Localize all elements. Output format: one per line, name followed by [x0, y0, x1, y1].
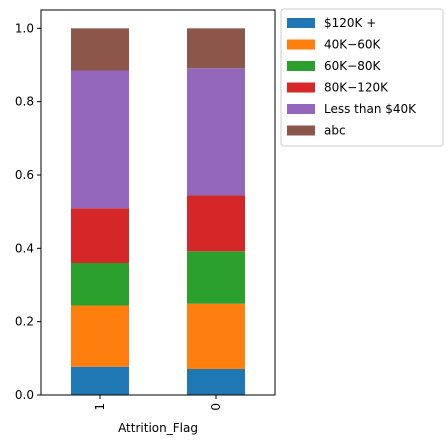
legend: $120K + 40K−60K 60K−80K 80K−120K Less than $… [281, 9, 443, 146]
x-tick-label: 1 [93, 403, 107, 411]
legend-swatch [287, 126, 315, 136]
bars-group [71, 28, 245, 395]
legend-label: 80K−120K [324, 81, 389, 95]
legend-swatch [287, 104, 315, 114]
legend-swatch [287, 83, 315, 93]
x-axis-label: Attrition_Flag [118, 421, 198, 435]
legend-swatch [287, 40, 315, 50]
bar-segment-0-4 [187, 68, 245, 195]
bar-segment-1-1 [71, 306, 129, 367]
bar-segment-1-3 [71, 208, 129, 263]
y-axis: 0.0 0.2 0.4 0.6 0.8 1.0 [15, 21, 41, 402]
bar-segment-0-2 [187, 251, 245, 303]
bar-segment-1-4 [71, 71, 129, 209]
legend-label: abc [324, 124, 346, 138]
y-tick-label: 0.0 [15, 388, 34, 402]
bar-segment-0-5 [187, 28, 245, 68]
bar-segment-0-3 [187, 196, 245, 252]
y-tick-label: 0.8 [15, 95, 34, 109]
y-tick-label: 0.4 [15, 241, 34, 255]
x-tick-label: 0 [209, 403, 223, 411]
bar-segment-1-2 [71, 263, 129, 306]
legend-label: 40K−60K [324, 38, 381, 52]
legend-label: 60K−80K [324, 59, 381, 73]
bar-segment-1-0 [71, 367, 129, 395]
legend-label: $120K + [324, 16, 376, 30]
legend-swatch [287, 18, 315, 28]
y-tick-label: 1.0 [15, 21, 34, 35]
y-tick-label: 0.2 [15, 315, 34, 329]
bar-segment-1-5 [71, 28, 129, 70]
y-tick-label: 0.6 [15, 168, 34, 182]
legend-label: Less than $40K [324, 102, 417, 116]
bar-segment-0-0 [187, 369, 245, 395]
bar-segment-0-1 [187, 304, 245, 369]
legend-swatch [287, 61, 315, 71]
